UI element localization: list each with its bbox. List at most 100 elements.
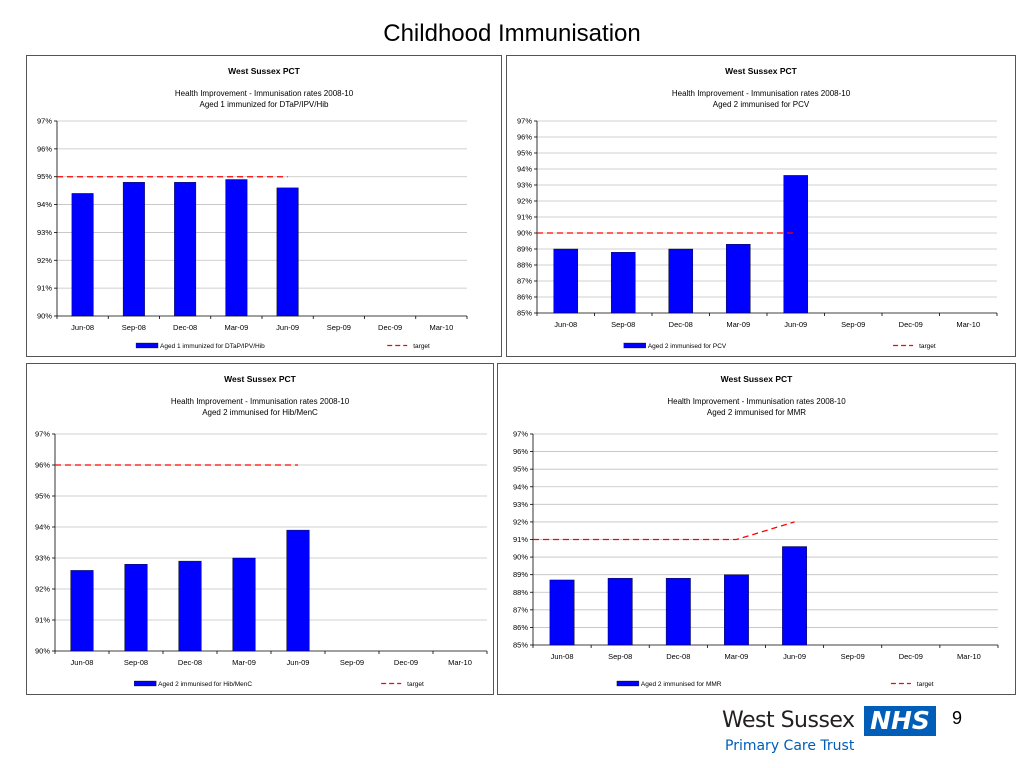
y-tick-label: 92%: [37, 256, 52, 265]
x-tick-label: Jun-08: [551, 652, 574, 661]
x-tick-label: Sep-08: [608, 652, 632, 661]
x-tick-label: Sep-09: [841, 652, 865, 661]
y-tick-label: 95%: [513, 465, 528, 474]
chart-subtitle-measure: Aged 2 immunised for PCV: [713, 100, 810, 109]
x-tick-label: Sep-08: [122, 323, 146, 332]
bar: [232, 557, 256, 652]
x-tick-label: Dec-09: [394, 658, 418, 667]
chart-subtitle-measure: Aged 1 immunized for DTaP/IPV/Hib: [200, 100, 329, 109]
y-tick-label: 94%: [517, 165, 532, 174]
bar: [553, 248, 579, 314]
y-tick-label: 97%: [37, 117, 52, 126]
bar: [724, 574, 749, 646]
chart-subtitle: Health Improvement - Immunisation rates …: [175, 89, 354, 98]
logo-org-name: West Sussex: [722, 708, 855, 733]
x-tick-label: Mar-10: [957, 652, 981, 661]
chart-subtitle: Health Improvement - Immunisation rates …: [667, 397, 846, 406]
y-tick-label: 97%: [35, 430, 50, 439]
y-tick-label: 85%: [517, 309, 532, 318]
legend-bar-label: Aged 2 immunised for PCV: [648, 343, 727, 350]
chart-title: West Sussex PCT: [224, 374, 296, 384]
y-tick-label: 96%: [37, 144, 52, 153]
y-tick-label: 91%: [513, 535, 528, 544]
legend-target-label: target: [413, 343, 430, 350]
bar: [782, 546, 807, 646]
y-tick-label: 85%: [513, 641, 528, 650]
y-tick-label: 96%: [35, 461, 50, 470]
x-tick-label: Dec-08: [666, 652, 690, 661]
x-tick-label: Dec-09: [899, 320, 923, 329]
slide-title: Childhood Immunisation: [383, 20, 641, 47]
x-tick-label: Mar-09: [726, 320, 750, 329]
bar: [124, 563, 148, 652]
legend-bar-swatch: [616, 680, 640, 687]
y-tick-label: 89%: [513, 570, 528, 579]
chart-panel-mmr: West Sussex PCT Health Improvement - Immu…: [497, 363, 1016, 695]
y-tick-label: 90%: [37, 312, 52, 321]
x-tick-label: Sep-09: [841, 320, 865, 329]
x-tick-label: Jun-08: [71, 658, 94, 667]
y-tick-label: 88%: [517, 261, 532, 270]
y-tick-label: 92%: [513, 517, 528, 526]
chart-svg: West Sussex PCT Health Improvement - Immu…: [37, 66, 468, 350]
y-tick-label: 90%: [517, 229, 532, 238]
bar: [607, 577, 633, 646]
legend-target-label: target: [407, 681, 424, 688]
bar: [286, 529, 310, 652]
y-tick-label: 97%: [517, 117, 532, 126]
page-number: 9: [952, 708, 963, 728]
chart-svg: West Sussex PCT Health Improvement - Immu…: [35, 374, 488, 688]
y-tick-label: 87%: [513, 605, 528, 614]
x-tick-label: Dec-08: [173, 323, 197, 332]
legend-bar-label: Aged 2 immunised for MMR: [641, 681, 722, 688]
y-tick-label: 95%: [37, 172, 52, 181]
bar: [549, 579, 575, 646]
chart-title: West Sussex PCT: [721, 374, 793, 384]
y-tick-label: 91%: [35, 616, 50, 625]
nhs-logo: West Sussex NHS Primary Care Trust: [722, 704, 942, 760]
legend-bar-label: Aged 2 immunised for Hib/MenC: [158, 681, 252, 688]
x-tick-label: Dec-08: [669, 320, 693, 329]
y-tick-label: 88%: [513, 588, 528, 597]
chart-title: West Sussex PCT: [228, 66, 300, 76]
x-tick-label: Jun-09: [783, 652, 806, 661]
legend-bar-label: Aged 1 immunized for DTaP/IPV/Hib: [160, 343, 265, 350]
x-tick-label: Mar-09: [224, 323, 248, 332]
bar: [725, 243, 751, 314]
bar: [178, 560, 202, 652]
y-tick-label: 94%: [35, 523, 50, 532]
chart-subtitle: Health Improvement - Immunisation rates …: [171, 397, 350, 406]
x-tick-label: Jun-08: [71, 323, 94, 332]
x-tick-label: Sep-08: [611, 320, 635, 329]
chart-subtitle-measure: Aged 2 immunised for Hib/MenC: [202, 408, 318, 417]
chart-subtitle-measure: Aged 2 immunised for MMR: [707, 408, 806, 417]
legend-bar-swatch: [135, 342, 159, 349]
bar: [668, 248, 694, 314]
x-tick-label: Mar-10: [956, 320, 980, 329]
bar: [174, 182, 197, 317]
chart-svg: West Sussex PCT Health Improvement - Immu…: [517, 66, 998, 350]
y-tick-label: 93%: [517, 181, 532, 190]
nhs-logo-icon: NHS: [864, 706, 936, 736]
x-tick-label: Sep-09: [340, 658, 364, 667]
chart-panel-dtap: West Sussex PCT Health Improvement - Immu…: [26, 55, 502, 357]
logo-subtitle: Primary Care Trust: [725, 738, 855, 754]
x-tick-label: Mar-09: [232, 658, 256, 667]
chart-panel-pcv: West Sussex PCT Health Improvement - Immu…: [506, 55, 1016, 357]
chart-subtitle: Health Improvement - Immunisation rates …: [672, 89, 851, 98]
bar: [783, 175, 809, 314]
y-tick-label: 93%: [37, 228, 52, 237]
legend-bar-swatch: [134, 680, 157, 687]
y-tick-label: 97%: [513, 430, 528, 439]
y-tick-label: 93%: [513, 500, 528, 509]
chart-svg: West Sussex PCT Health Improvement - Immu…: [513, 374, 999, 688]
x-tick-label: Dec-09: [899, 652, 923, 661]
y-tick-label: 91%: [517, 213, 532, 222]
bar: [665, 577, 691, 646]
chart-title: West Sussex PCT: [725, 66, 797, 76]
y-tick-label: 96%: [513, 447, 528, 456]
legend-target-label: target: [917, 681, 934, 688]
y-tick-label: 86%: [517, 293, 532, 302]
x-tick-label: Jun-09: [276, 323, 299, 332]
legend-target-label: target: [919, 343, 936, 350]
